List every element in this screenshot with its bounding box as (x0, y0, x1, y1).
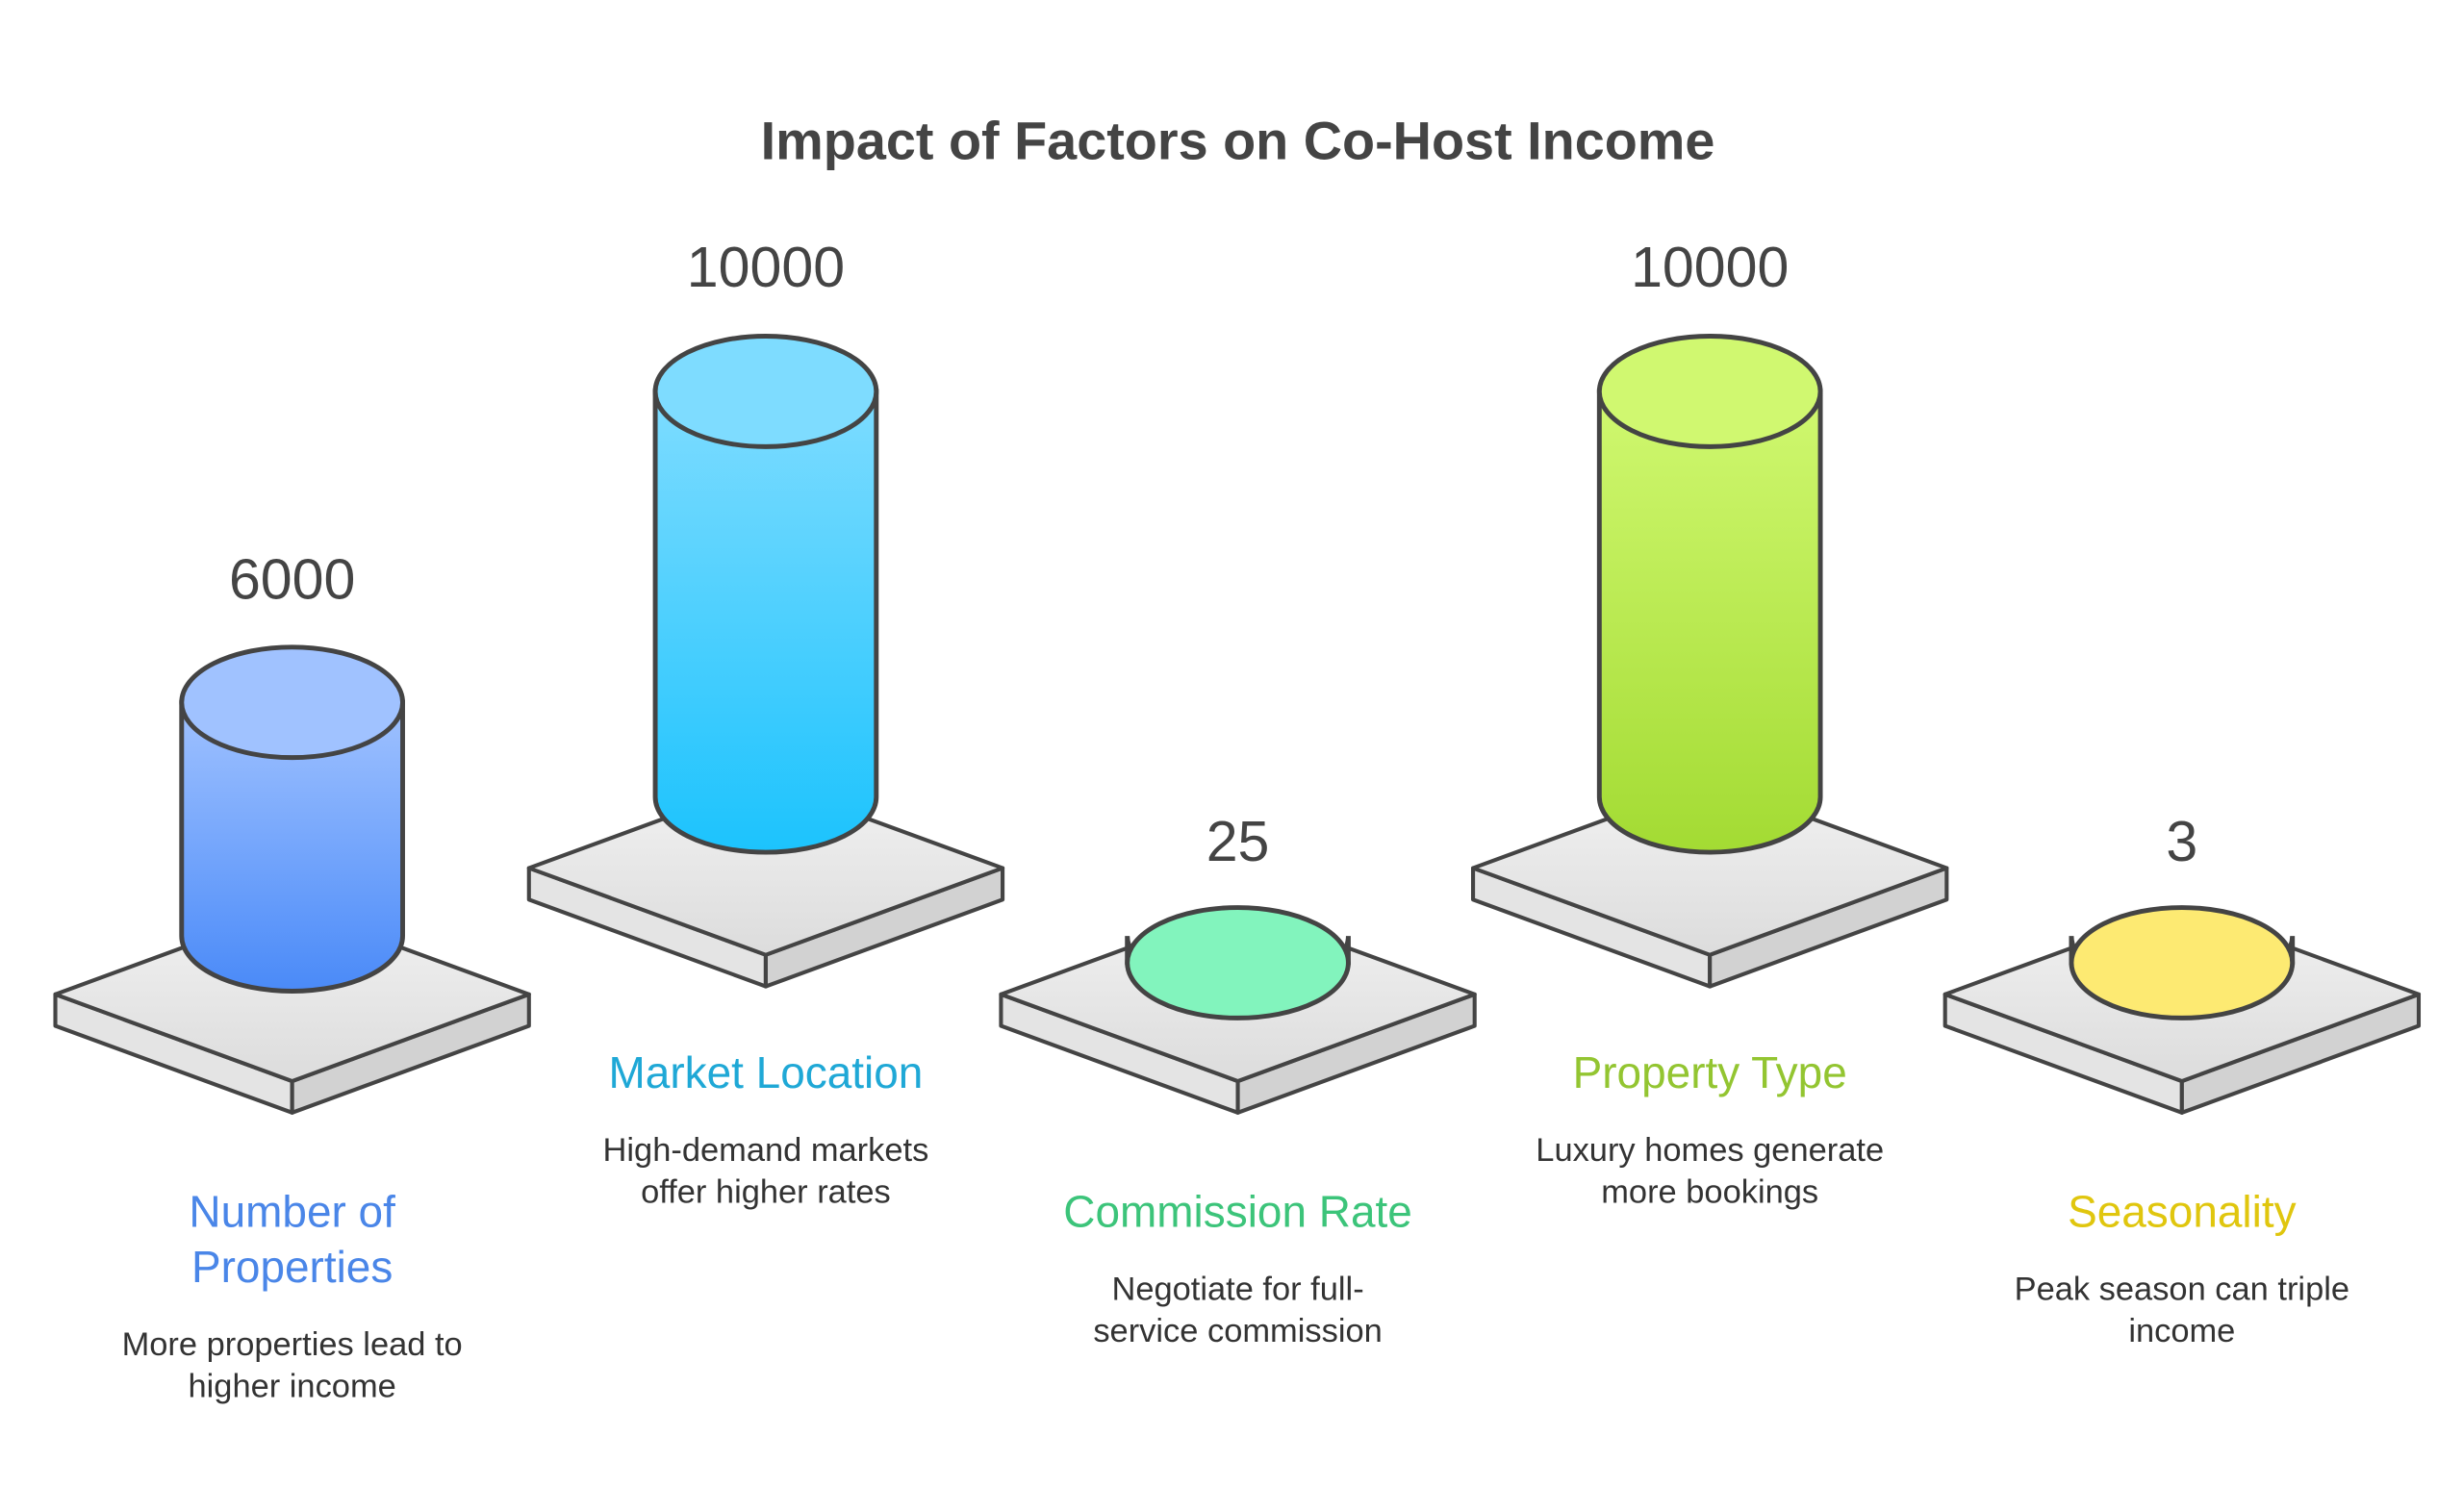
cylinder-top (179, 644, 405, 761)
factor-description: Negotiate for full- (1111, 1271, 1363, 1307)
title: Impact of Factors on Co-Host Income (761, 111, 1715, 171)
value-label: 10000 (687, 236, 845, 299)
factor-label: Property Type (1573, 1047, 1847, 1097)
value-label: 25 (1206, 810, 1270, 873)
factor-label: Market Location (609, 1047, 924, 1097)
factor-label: Commission Rate (1063, 1187, 1412, 1237)
cylinder-body (652, 389, 879, 855)
factor-description: service commission (1093, 1313, 1382, 1349)
factor-description: higher income (188, 1368, 395, 1404)
factor-label: Seasonality (2068, 1187, 2297, 1237)
cylinder-top (2069, 905, 2296, 1021)
value-label: 3 (2166, 810, 2197, 873)
factor-description: High-demand markets (603, 1132, 929, 1169)
factor-description: Peak season can triple (2015, 1271, 2349, 1307)
factor-label: Number of (189, 1187, 395, 1237)
factor-description: offer higher rates (641, 1173, 891, 1210)
cylinder-top (652, 334, 879, 449)
factor-label: Properties (191, 1242, 393, 1292)
factor-description: Luxury homes generate (1536, 1132, 1884, 1169)
cylinder-top (1596, 334, 1823, 449)
cylinder-top (1125, 905, 1351, 1021)
cylinder-body (1596, 389, 1823, 855)
factor-description: income (2128, 1313, 2235, 1349)
cylinder-body (179, 699, 405, 994)
factor-description: more bookings (1601, 1173, 1818, 1210)
value-label: 10000 (1631, 236, 1789, 299)
factor-description: More properties lead to (122, 1326, 463, 1363)
value-label: 6000 (229, 548, 355, 612)
